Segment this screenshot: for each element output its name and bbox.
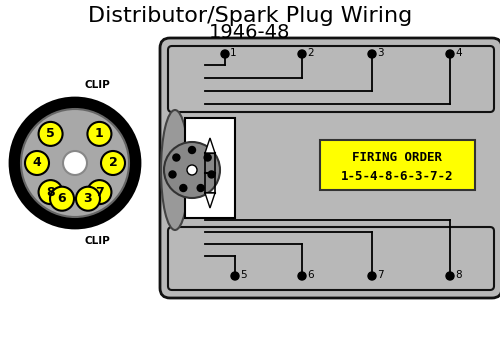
Text: CLIP: CLIP	[84, 80, 110, 90]
Polygon shape	[205, 193, 215, 208]
Text: 1: 1	[230, 48, 236, 58]
Circle shape	[50, 187, 74, 211]
Circle shape	[88, 122, 112, 146]
Circle shape	[298, 272, 306, 280]
Text: 1-5-4-8-6-3-7-2: 1-5-4-8-6-3-7-2	[341, 169, 454, 183]
Text: 6: 6	[58, 192, 66, 205]
Text: 5: 5	[240, 270, 246, 280]
Circle shape	[446, 50, 454, 58]
Circle shape	[180, 185, 187, 192]
Circle shape	[197, 185, 204, 192]
Circle shape	[368, 272, 376, 280]
Circle shape	[101, 151, 125, 175]
Text: 1: 1	[95, 127, 104, 140]
Circle shape	[188, 146, 196, 153]
Circle shape	[204, 154, 211, 161]
Text: Distributor/Spark Plug Wiring: Distributor/Spark Plug Wiring	[88, 6, 412, 26]
Circle shape	[21, 109, 129, 217]
Text: 2: 2	[307, 48, 314, 58]
Circle shape	[231, 272, 239, 280]
Circle shape	[221, 50, 229, 58]
Text: 5: 5	[46, 127, 55, 140]
Circle shape	[446, 272, 454, 280]
Circle shape	[38, 122, 62, 146]
Circle shape	[164, 142, 220, 198]
Text: 4: 4	[32, 156, 42, 169]
Text: 7: 7	[377, 270, 384, 280]
Circle shape	[88, 180, 112, 204]
Text: 8: 8	[46, 186, 55, 199]
Text: 3: 3	[377, 48, 384, 58]
Bar	[185, 118, 235, 218]
Text: 7: 7	[95, 186, 104, 199]
Text: CLIP: CLIP	[84, 236, 110, 246]
Text: 3: 3	[84, 192, 92, 205]
Circle shape	[169, 171, 176, 178]
Polygon shape	[205, 138, 215, 153]
Text: 8: 8	[455, 270, 462, 280]
Bar	[320, 140, 475, 190]
Circle shape	[25, 151, 49, 175]
Text: 6: 6	[307, 270, 314, 280]
Text: 2: 2	[108, 156, 118, 169]
Circle shape	[76, 187, 100, 211]
FancyBboxPatch shape	[168, 46, 494, 112]
Circle shape	[10, 98, 140, 228]
Circle shape	[38, 180, 62, 204]
Ellipse shape	[161, 110, 189, 230]
FancyBboxPatch shape	[168, 227, 494, 290]
Circle shape	[208, 171, 215, 178]
Circle shape	[63, 151, 87, 175]
Circle shape	[368, 50, 376, 58]
Text: 1946-48: 1946-48	[210, 24, 290, 43]
FancyBboxPatch shape	[160, 38, 500, 298]
Text: FIRING ORDER: FIRING ORDER	[352, 151, 442, 164]
Circle shape	[173, 154, 180, 161]
Text: 4: 4	[455, 48, 462, 58]
Circle shape	[187, 165, 197, 175]
Circle shape	[298, 50, 306, 58]
